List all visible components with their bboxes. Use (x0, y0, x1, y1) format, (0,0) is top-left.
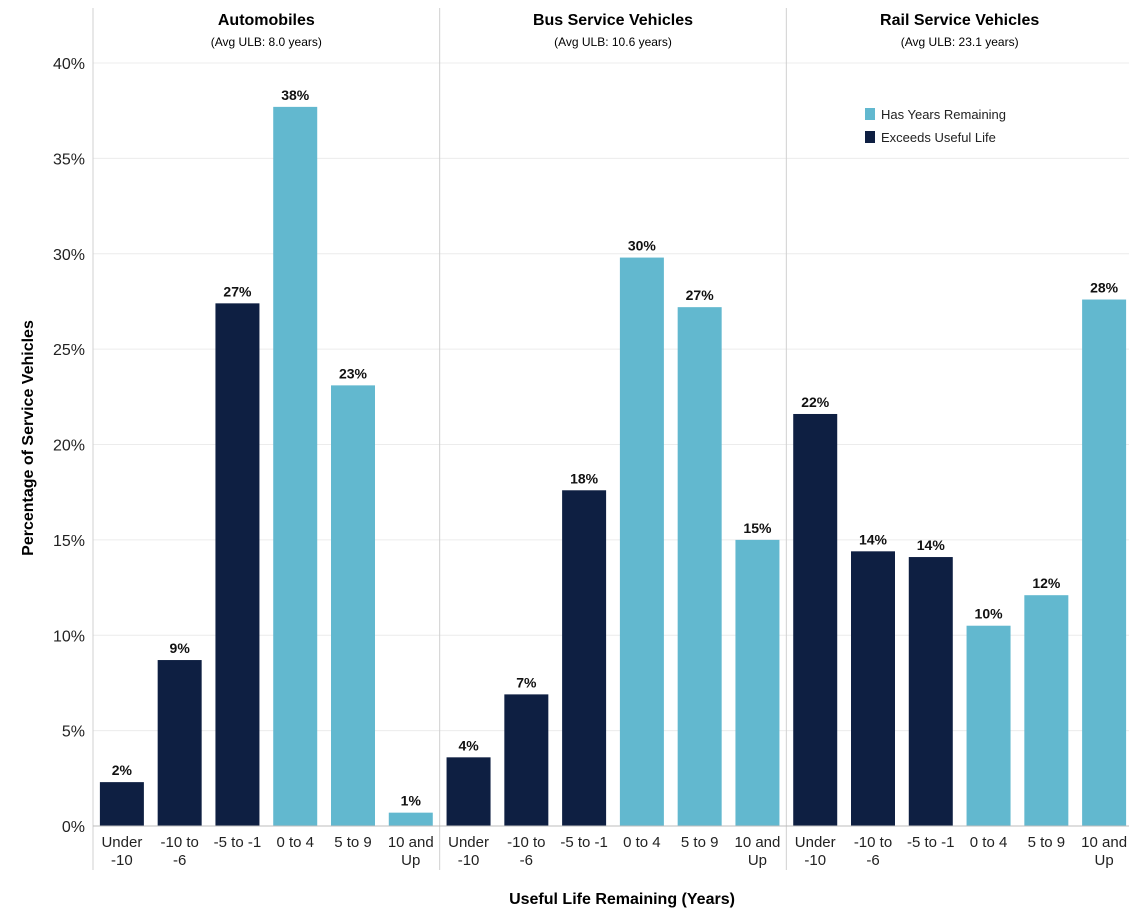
y-tick-label: 0% (62, 819, 85, 836)
data-label: 27% (223, 283, 252, 299)
axis-layer: Percentage of Service Vehicles Useful Li… (20, 56, 1129, 908)
bar (157, 660, 202, 826)
x-tick-label: 0 to 4 (276, 834, 314, 851)
x-tick-label: 0 to 4 (970, 834, 1008, 851)
x-tick-label: 5 to 9 (334, 834, 372, 851)
data-label: 9% (170, 640, 191, 656)
x-tick-label: 0 to 4 (623, 834, 661, 851)
data-label: 28% (1090, 280, 1119, 296)
y-tick-label: 15% (53, 533, 85, 550)
x-tick-label: Under -10 (101, 834, 142, 869)
x-tick-label: -10 to -6 (854, 834, 892, 869)
data-label: 23% (339, 365, 368, 381)
bar (99, 782, 144, 826)
x-tick-label: -5 to -1 (214, 834, 262, 851)
bar (446, 757, 491, 826)
data-label: 1% (401, 793, 422, 809)
data-label: 38% (281, 87, 310, 103)
legend: Has Years Remaining Exceeds Useful Life (865, 107, 1006, 145)
y-tick-label: 5% (62, 724, 85, 741)
bar (851, 551, 895, 826)
x-tick-label: -10 to -6 (160, 834, 198, 869)
data-label: 27% (686, 287, 715, 303)
x-tick-label: Under -10 (795, 834, 836, 869)
x-tick-label: 5 to 9 (681, 834, 719, 851)
y-tick-label: 25% (53, 342, 85, 359)
x-tick-label: 10 and Up (734, 834, 780, 869)
bar (388, 812, 433, 826)
bar (273, 106, 318, 826)
panel-subtitle: (Avg ULB: 8.0 years) (211, 35, 322, 49)
bar (908, 557, 953, 826)
x-tick-label: -5 to -1 (560, 834, 608, 851)
panel-title: Automobiles (218, 12, 315, 29)
label-layer: Automobiles (Avg ULB: 8.0 years) 2% 9% 27% 38… (112, 12, 1119, 809)
bar (1024, 595, 1069, 826)
panel-subtitle: (Avg ULB: 23.1 years) (901, 35, 1019, 49)
y-tick-label: 30% (53, 247, 85, 264)
data-label: 12% (1032, 575, 1061, 591)
panel-subtitle: (Avg ULB: 10.6 years) (554, 35, 672, 49)
data-label: 15% (743, 520, 772, 536)
bar (562, 490, 607, 826)
data-label: 30% (628, 238, 657, 254)
x-tick-label: -10 to -6 (507, 834, 545, 869)
bar (1082, 299, 1127, 826)
data-label: 7% (516, 674, 537, 690)
y-axis-title: Percentage of Service Vehicles (20, 320, 37, 556)
x-axis-title: Useful Life Remaining (Years) (509, 891, 735, 908)
panel-title: Bus Service Vehicles (533, 12, 693, 29)
y-tick-label: 10% (53, 628, 85, 645)
bar (331, 385, 375, 826)
bar (735, 539, 780, 826)
data-label: 18% (570, 470, 599, 486)
y-tick-label: 20% (53, 438, 85, 455)
bar (215, 303, 260, 827)
x-tick-label: Under -10 (448, 834, 489, 869)
legend-swatch (865, 108, 875, 120)
bar-layer (99, 106, 1127, 827)
bar (504, 694, 549, 826)
y-tick-label: 40% (53, 56, 85, 73)
data-label: 2% (112, 762, 133, 778)
data-label: 4% (458, 737, 479, 753)
legend-label: Exceeds Useful Life (881, 130, 996, 145)
grid-layer (93, 62, 1129, 732)
data-label: 10% (975, 606, 1004, 622)
x-tick-label: 10 and Up (1081, 834, 1127, 869)
x-tick-label: -5 to -1 (907, 834, 955, 851)
bar (966, 625, 1011, 826)
y-tick-label: 35% (53, 151, 85, 168)
legend-label: Has Years Remaining (881, 107, 1006, 122)
data-label: 14% (917, 537, 946, 553)
data-label: 14% (859, 531, 888, 547)
bar (619, 257, 664, 826)
x-tick-label: 5 to 9 (1028, 834, 1066, 851)
divider-layer (92, 8, 787, 870)
legend-swatch (865, 131, 875, 143)
bar (793, 413, 838, 826)
data-label: 22% (801, 394, 830, 410)
x-tick-label: 10 and Up (388, 834, 434, 869)
bar (677, 307, 722, 826)
panel-title: Rail Service Vehicles (880, 12, 1039, 29)
